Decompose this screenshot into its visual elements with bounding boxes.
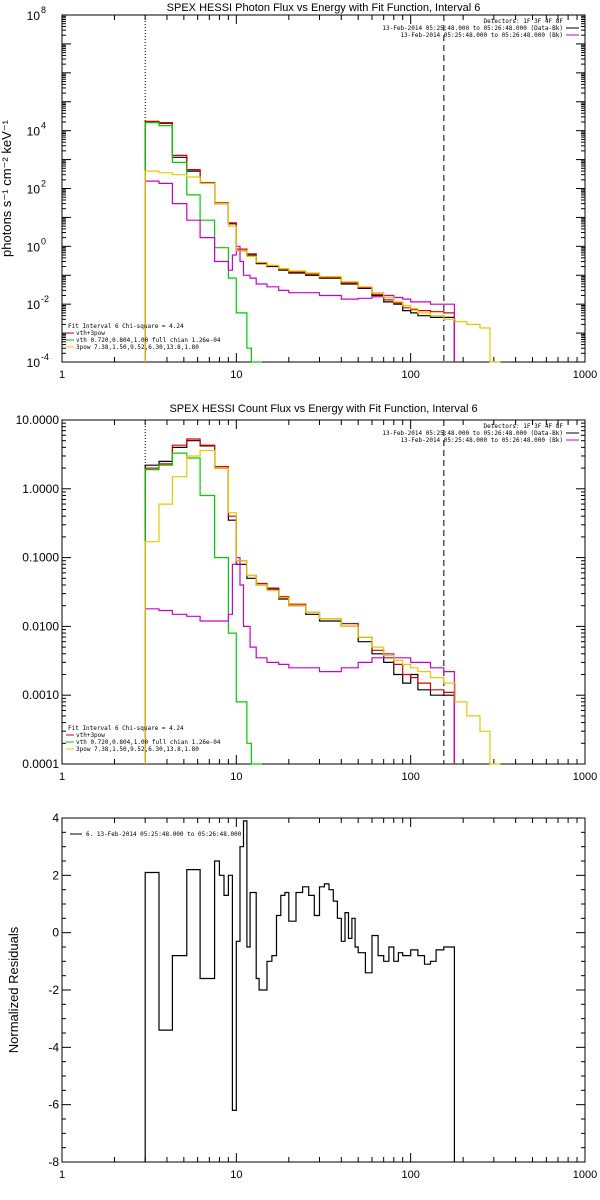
y-tick-label: 0.0010	[22, 688, 59, 702]
y-tick-label: -2	[48, 983, 59, 997]
fit-info-line: Fit Interval 6 Chi-square = 4.24	[68, 323, 184, 330]
legend-header-line: 13-Feb-2014 05:25:48.000 to 05:26:48.000…	[400, 437, 563, 444]
x-tick-label: 1	[59, 771, 65, 783]
chart-panel-1: SPEX HESSI Photon Flux vs Energy with Fi…	[0, 2, 597, 381]
x-tick-label: 10	[230, 369, 242, 381]
x-tick-label: 10	[230, 1169, 242, 1181]
fit-info-line: 3pow 7.38,1.50,9.52,6.30,13.8,1.80	[76, 746, 199, 753]
fit-info-line: Fit Interval 6 Chi-square = 4.24	[68, 725, 184, 732]
plot-frame	[61, 14, 586, 363]
data-series-1	[144, 440, 455, 764]
legend-header-line: 13-Feb-2014 05:25:48.000 to 05:26:48.000…	[382, 25, 563, 32]
chart-panel-2: SPEX HESSI Count Flux vs Energy with Fit…	[16, 403, 598, 783]
chart-title: SPEX HESSI Photon Flux vs Energy with Fi…	[167, 2, 481, 14]
plot-frame	[61, 419, 586, 765]
chart-title: SPEX HESSI Count Flux vs Energy with Fit…	[169, 403, 477, 415]
data-series-2	[144, 438, 455, 764]
x-tick-label: 1	[59, 1169, 65, 1181]
y-tick-label-base: 10	[27, 298, 41, 312]
data-series-5	[144, 449, 501, 765]
y-tick-label: 10	[27, 356, 41, 370]
fit-info-line: vth+3pow	[76, 330, 105, 337]
legend-entry: 6. 13-Feb-2014 05:25:48.000 to 05:26:48.…	[86, 831, 242, 838]
y-tick-label: -8	[48, 1155, 59, 1169]
x-tick-label: 1000	[573, 1169, 597, 1181]
x-tick-label: 1	[59, 369, 65, 381]
data-series-1	[144, 121, 455, 362]
legend-header-line: 13-Feb-2014 05:25:48.000 to 05:26:48.000…	[400, 32, 563, 39]
y-tick-label-base: 10	[27, 183, 41, 197]
legend-header-line: 13-Feb-2014 05:25:48.000 to 05:26:48.000…	[382, 430, 563, 437]
y-tick-label-base: 10	[27, 9, 41, 23]
fit-info-line: vth 0.720,0.804,1.00 full chian 1.26e-04	[76, 739, 221, 746]
y-tick-label: 1.0000	[22, 482, 59, 496]
x-tick-label: 100	[401, 1169, 419, 1181]
fit-info-line: 3pow 7.38,1.50,9.52,6.30,13.8,1.80	[76, 344, 199, 351]
y-tick-label-exponent: 0	[41, 236, 46, 246]
data-series-3	[144, 122, 262, 363]
y-tick-label: 10	[27, 183, 41, 197]
data-series-3	[144, 452, 262, 765]
fit-info-line: vth 0.720,0.804,1.00 full chian 1.26e-04	[76, 337, 221, 344]
y-tick-label-exponent: -2	[41, 294, 49, 304]
y-tick-label-exponent: 8	[41, 5, 46, 15]
y-tick-label-exponent: -4	[41, 352, 49, 362]
y-tick-label: 2	[52, 868, 59, 882]
y-tick-label-exponent: 2	[41, 179, 46, 189]
data-series-5	[144, 170, 501, 363]
x-tick-label: 1000	[573, 771, 597, 783]
y-tick-label-base: 10	[27, 240, 41, 254]
legend-header-line: Detectors: 1F 3F 4F 8F	[484, 18, 564, 25]
y-tick-label: -6	[48, 1098, 59, 1112]
y-tick-label: 10	[27, 240, 41, 254]
y-tick-label: 10.0000	[16, 413, 60, 427]
y-tick-label: 10	[27, 125, 41, 139]
y-tick-label: 0.1000	[22, 551, 59, 565]
x-tick-label: 100	[401, 369, 419, 381]
y-axis-label: Normalized Residuals	[6, 926, 21, 1053]
y-tick-label-exponent: 4	[41, 121, 46, 131]
y-tick-label-base: 10	[27, 356, 41, 370]
data-series-2	[144, 120, 455, 362]
x-tick-label: 100	[401, 771, 419, 783]
chart-panel-3: 1 10 100 1000 -8 -6 -4 -2 0 2 4 Normalized Residual…	[6, 811, 597, 1181]
y-tick-label-base: 10	[27, 125, 41, 139]
x-tick-label: 1000	[573, 369, 597, 381]
y-tick-label: 0	[52, 926, 59, 940]
x-tick-label: 10	[230, 771, 242, 783]
plot-frame	[61, 817, 586, 1163]
fit-info-line: vth+3pow	[76, 732, 105, 739]
y-tick-label: 0.0100	[22, 619, 59, 633]
data-series-1	[144, 820, 455, 1162]
y-tick-label: 0.0001	[22, 757, 59, 771]
data-series-4	[144, 180, 455, 362]
y-axis-label: photons s⁻¹ cm⁻² keV⁻¹	[0, 119, 14, 257]
y-tick-label: -4	[48, 1040, 59, 1054]
legend-header-line: Detectors: 1F 3F 4F 8F	[484, 423, 564, 430]
data-series-4	[144, 557, 455, 764]
y-tick-label: 10	[27, 298, 41, 312]
y-tick-label: 4	[52, 811, 59, 825]
y-tick-label: 10	[27, 9, 41, 23]
